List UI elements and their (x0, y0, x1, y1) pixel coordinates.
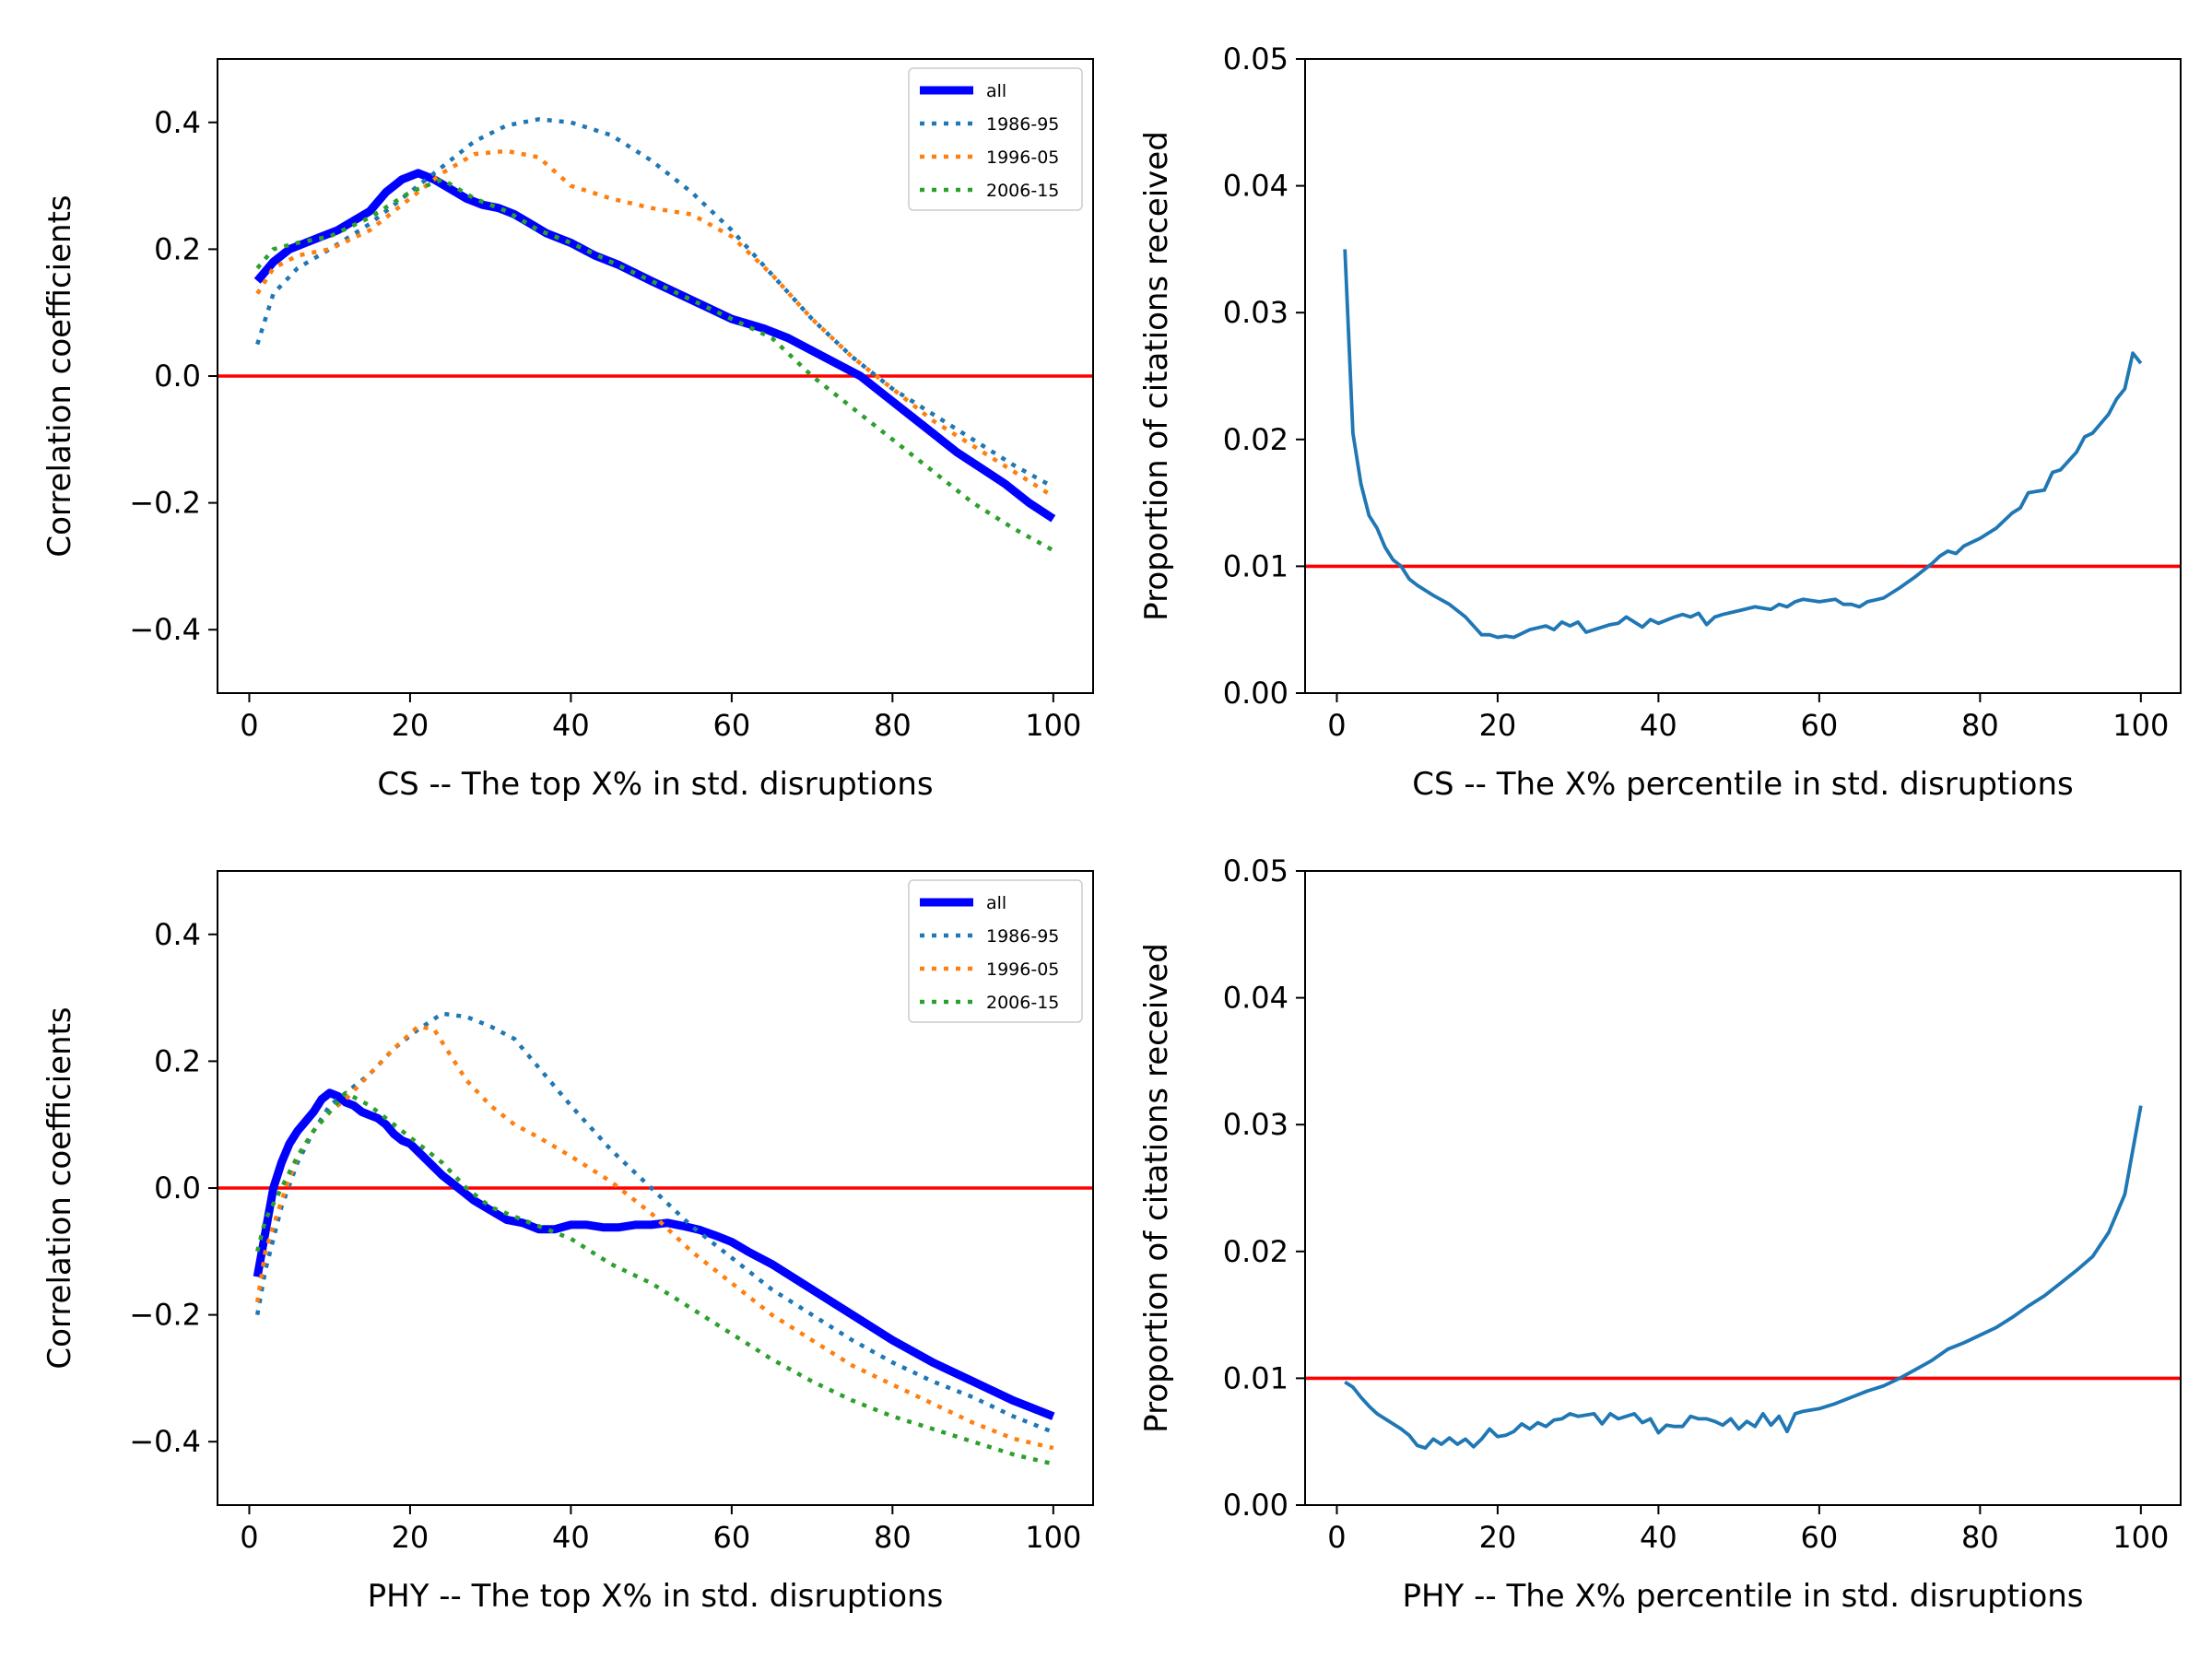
y-axis-label: Correlation coefficients (41, 1006, 78, 1369)
x-tick-label: 80 (1961, 708, 1999, 743)
y-tick-label: 0.2 (154, 231, 201, 266)
y-tick-label: 0.03 (1223, 295, 1288, 330)
y-tick-label: 0.4 (154, 105, 201, 140)
legend-label: 2006-15 (986, 993, 1059, 1013)
series-group (253, 117, 1056, 553)
x-tick-label: 100 (2112, 708, 2169, 743)
x-tick-label: 100 (2112, 1520, 2169, 1555)
y-tick-label: 0.0 (154, 1171, 201, 1206)
x-tick-label: 80 (874, 1520, 912, 1555)
y-tick-label: −0.2 (129, 486, 201, 521)
x-tick-label: 0 (240, 708, 258, 743)
x-tick-label: 60 (1801, 708, 1839, 743)
series-group (1344, 1105, 2143, 1450)
x-tick-label: 40 (552, 708, 590, 743)
x-tick-label: 100 (1025, 708, 1081, 743)
series-line-1986-95 (255, 117, 1054, 489)
y-tick-label: 0.05 (1223, 853, 1288, 888)
x-axis-label: CS -- The X% percentile in std. disrupti… (1412, 766, 2074, 803)
legend-label: all (986, 893, 1006, 913)
legend-frame (908, 67, 1083, 211)
series-line-proportion (1343, 249, 2143, 640)
y-tick-label: 0.03 (1223, 1107, 1288, 1142)
y-tick-label: −0.4 (129, 612, 201, 647)
y-tick-label: −0.4 (129, 1424, 201, 1459)
subplot-grid: 0 20 40 60 80 100 −0.4 −0.2 0.0 0.2 0.4 CS -- The t… (41, 41, 2182, 1615)
x-tick-label: 0 (240, 1520, 258, 1555)
series-line-1996-05 (255, 148, 1055, 499)
x-tick-label: 60 (713, 708, 751, 743)
x-tick-label: 40 (1640, 1520, 1677, 1555)
y-tick-label: 0.01 (1223, 548, 1288, 583)
y-tick-label: 0.4 (154, 917, 201, 952)
y-tick-label: 0.00 (1223, 1488, 1288, 1523)
series-group (1343, 249, 2143, 640)
legend-label: 1986-95 (986, 114, 1059, 135)
panel-phy-prop: 0 20 40 60 80 100 0.00 0.01 0.02 0.03 0.04 0.05 PHY … (1138, 853, 2182, 1615)
series-group (253, 1011, 1055, 1466)
x-axis-label: CS -- The top X% in std. disruptions (377, 766, 933, 803)
x-axis-label: PHY -- The top X% in std. disruptions (368, 1578, 944, 1615)
x-tick-label: 20 (392, 1520, 429, 1555)
y-tick-label: 0.01 (1223, 1360, 1288, 1395)
series-line-all (253, 1088, 1055, 1420)
y-tick-label: 0.04 (1223, 981, 1288, 1016)
panel-cs-corr: 0 20 40 60 80 100 −0.4 −0.2 0.0 0.2 0.4 CS -- The t… (41, 58, 1094, 803)
x-tick-label: 20 (392, 708, 429, 743)
x-tick-label: 100 (1025, 1520, 1081, 1555)
series-line-1996-05 (254, 1024, 1054, 1451)
y-tick-label: 0.2 (154, 1043, 201, 1078)
axes-frame (1304, 58, 2182, 694)
legend-frame (908, 879, 1083, 1023)
y-tick-label: 0.00 (1223, 676, 1288, 711)
x-tick-label: 80 (874, 708, 912, 743)
panel-phy-corr: 0 20 40 60 80 100 −0.4 −0.2 0.0 0.2 0.4 PHY -- The … (41, 870, 1094, 1615)
x-tick-label: 20 (1479, 1520, 1517, 1555)
x-tick-label: 80 (1961, 1520, 1999, 1555)
y-tick-label: 0.02 (1223, 1234, 1288, 1269)
legend: all 1986-95 1996-05 2006-15 (908, 879, 1083, 1023)
y-tick-label: 0.05 (1223, 41, 1288, 76)
y-axis-label: Proportion of citations received (1138, 131, 1175, 621)
series-line-2006-15 (255, 1090, 1054, 1466)
x-tick-label: 0 (1327, 708, 1346, 743)
y-axis-label: Proportion of citations received (1138, 943, 1175, 1433)
legend-label: 2006-15 (986, 181, 1059, 201)
legend: all 1986-95 1996-05 2006-15 (908, 67, 1083, 211)
x-tick-label: 20 (1479, 708, 1517, 743)
legend-label: 1996-05 (986, 147, 1059, 168)
y-tick-label: 0.02 (1223, 422, 1288, 457)
legend-label: 1986-95 (986, 926, 1059, 947)
y-tick-label: 0.04 (1223, 169, 1288, 204)
x-tick-label: 60 (1801, 1520, 1839, 1555)
x-tick-label: 60 (713, 1520, 751, 1555)
x-tick-label: 40 (1640, 708, 1677, 743)
y-axis-label: Correlation coefficients (41, 194, 78, 557)
x-axis-label: PHY -- The X% percentile in std. disrupt… (1402, 1578, 2083, 1615)
y-tick-label: −0.2 (129, 1298, 201, 1333)
x-tick-label: 0 (1327, 1520, 1346, 1555)
series-line-2006-15 (255, 177, 1054, 553)
x-tick-label: 40 (552, 1520, 590, 1555)
legend-label: 1996-05 (986, 959, 1059, 980)
panel-cs-prop: 0 20 40 60 80 100 0.00 0.01 0.02 0.03 0.04 0.05 CS -… (1138, 41, 2182, 803)
y-tick-label: 0.0 (154, 359, 201, 394)
series-line-proportion (1344, 1105, 2143, 1450)
legend-label: all (986, 81, 1006, 101)
axes-frame (1304, 870, 2182, 1506)
series-line-1986-95 (254, 1011, 1054, 1434)
